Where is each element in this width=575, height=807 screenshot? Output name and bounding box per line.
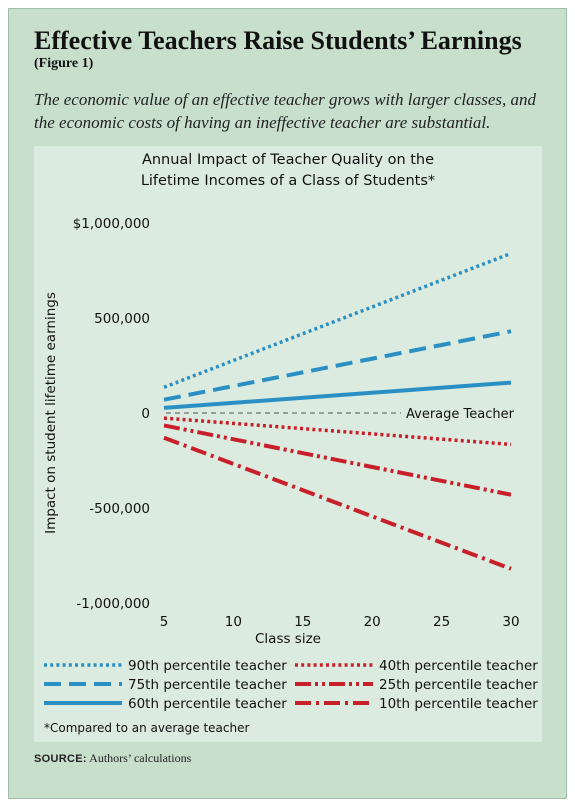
x-tick-label: 20 — [364, 614, 381, 630]
chart-title-line: Lifetime Incomes of a Class of Students* — [141, 173, 435, 189]
source-text: Authors’ calculations — [89, 751, 192, 765]
series-line-40th — [163, 416, 512, 447]
chart-title-line: Annual Impact of Teacher Quality on the — [142, 152, 434, 168]
legend-label: 40th percentile teacher — [379, 658, 538, 674]
figure-title: Effective Teachers Raise Students’ Earni… — [34, 26, 522, 55]
legend-label: 10th percentile teacher — [379, 696, 538, 712]
source-label: SOURCE: — [34, 753, 87, 765]
source-note: SOURCE: Authors’ calculations — [34, 751, 191, 766]
y-tick-label: -500,000 — [89, 501, 150, 517]
legend-label: 75th percentile teacher — [128, 677, 287, 693]
series-line-75th — [163, 329, 512, 402]
y-tick-label: 0 — [141, 406, 150, 422]
chart-footnote: *Compared to an average teacher — [44, 721, 249, 735]
x-tick-label: 25 — [433, 614, 450, 630]
figure-subtitle: The economic value of an effective teach… — [34, 90, 537, 132]
legend-label: 60th percentile teacher — [128, 696, 287, 712]
series-line-10th — [163, 435, 512, 571]
x-axis-label: Class size — [255, 631, 321, 647]
x-tick-label: 10 — [225, 614, 242, 630]
y-tick-label: -1,000,000 — [76, 596, 150, 612]
y-tick-label: 500,000 — [94, 311, 150, 327]
line-chart: Annual Impact of Teacher Quality on the L… — [43, 152, 538, 735]
chart-panel: Annual Impact of Teacher Quality on the L… — [34, 146, 542, 742]
figure-label: (Figure 1) — [34, 56, 94, 71]
average-teacher-label: Average Teacher — [406, 407, 515, 422]
x-tick-label: 5 — [160, 614, 169, 630]
series-line-25th — [163, 423, 512, 497]
legend-label: 25th percentile teacher — [379, 677, 538, 693]
y-tick-label: $1,000,000 — [73, 216, 150, 232]
x-tick-label: 15 — [294, 614, 311, 630]
legend-label: 90th percentile teacher — [128, 658, 287, 674]
y-axis-label: Impact on student lifetime earnings — [43, 292, 59, 534]
series-line-60th — [163, 380, 512, 410]
x-tick-label: 30 — [502, 614, 519, 630]
